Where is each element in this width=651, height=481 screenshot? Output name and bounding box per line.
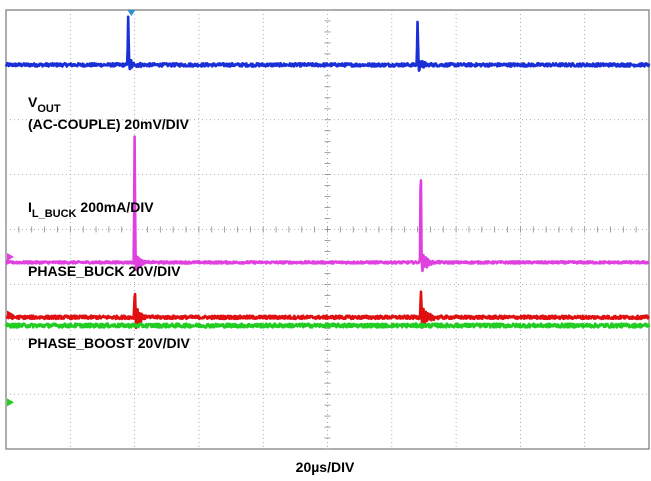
ground-marker-2 (7, 398, 14, 407)
phase-buck-label: PHASE_BUCK 20V/DIV (28, 263, 181, 279)
trace-phase-buck (5, 290, 650, 330)
ground-marker-1 (7, 310, 14, 319)
il-buck-label: IL_BUCK 200mA/DIV (28, 199, 154, 220)
traces (4, 15, 651, 330)
x-axis-label: 20µs/DIV (296, 459, 355, 475)
trace-il-buck (5, 135, 650, 273)
trace-phase-boost (4, 322, 651, 329)
vout-scale-label: (AC-COUPLE) 20mV/DIV (28, 116, 190, 132)
trace-vout (4, 15, 651, 72)
markers (7, 10, 136, 407)
phase-boost-label: PHASE_BOOST 20V/DIV (28, 335, 190, 351)
ground-marker-0 (7, 252, 14, 261)
vout-label: VOUT (28, 94, 61, 115)
trigger-marker (127, 10, 136, 16)
